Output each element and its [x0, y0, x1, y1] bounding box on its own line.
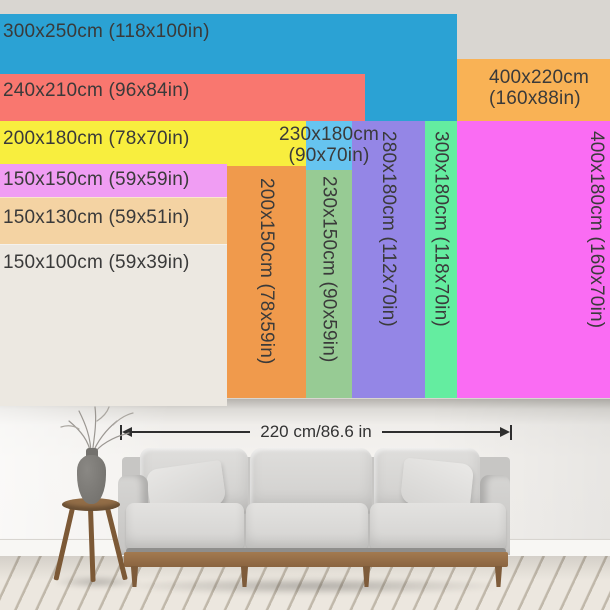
vase-neck	[86, 448, 98, 458]
sofa	[0, 399, 610, 610]
rug-size-panel: 300x250cm (118x100in) 240x210cm (96x84in…	[0, 14, 610, 406]
rug-400x220cm: 400x220cm (160x88in)	[457, 59, 610, 129]
rug-label: 150x100cm (59x39in)	[3, 252, 190, 273]
measure-line-left	[132, 431, 251, 433]
arrow-right-icon	[500, 427, 511, 437]
rug-200x150cm: 200x150cm (78x59in)	[227, 166, 306, 398]
room-scene: 220 cm/86.6 in	[0, 399, 610, 610]
measure-end-tick-left	[120, 424, 122, 440]
measure-line-right	[381, 431, 501, 433]
rug-label: 150x150cm (59x59in)	[3, 169, 190, 190]
rug-label: 300x250cm (118x100in)	[3, 21, 210, 42]
sofa-shadow	[118, 577, 510, 595]
sofa-leg	[494, 566, 503, 587]
rug-label-line1: 400x220cm	[489, 67, 590, 88]
sofa-wood-rail	[124, 552, 508, 567]
vase	[77, 455, 106, 504]
sofa-seat-cushion-middle	[246, 503, 368, 551]
sofa-leg	[362, 566, 371, 587]
rug-label-line2: (160x88in)	[489, 88, 581, 109]
rug-label: 300x180cm (118x70in)	[430, 131, 452, 327]
dry-branches	[60, 406, 134, 456]
rug-label-line1: 230x180cm	[278, 124, 380, 145]
arrow-left-icon	[122, 427, 132, 437]
rug-230x150cm: 230x150cm (90x59in)	[306, 170, 352, 398]
sofa-leg	[130, 566, 139, 587]
rug-280x180cm: 280x180cm (112x70in)	[352, 121, 425, 398]
side-table-shadow	[52, 575, 142, 589]
rug-label: 240x210cm (96x84in)	[3, 80, 190, 101]
rug-label-line2: (90x70in)	[288, 145, 370, 166]
rug-label: 200x150cm (78x59in)	[256, 178, 277, 365]
rug-label: 230x180cm (90x70in)	[279, 124, 379, 166]
rug-300x180cm: 300x180cm (118x70in)	[425, 121, 457, 398]
rug-label: 200x180cm (78x70in)	[3, 128, 190, 149]
sofa-underseat-shadow	[126, 548, 506, 554]
sofa-leg	[240, 566, 249, 587]
rug-label: 280x180cm (112x70in)	[378, 131, 399, 327]
measure-end-tick-right	[510, 424, 513, 440]
side-table-top	[62, 498, 120, 511]
rug-150x150cm: 150x150cm (59x59in)	[0, 164, 227, 202]
wood-floor	[0, 556, 610, 610]
rug-240x210cm: 240x210cm (96x84in)	[0, 74, 365, 127]
sofa-seat-cushion-left	[126, 503, 244, 551]
sofa-seat-cushion-right	[370, 503, 506, 551]
rug-label: 400x180cm (160x70in)	[586, 131, 607, 329]
rug-230x180cm: 230x180cm (90x70in)	[279, 121, 379, 170]
rug-150x100cm: 150x100cm (59x39in)	[0, 244, 227, 406]
measurement-label: 220 cm/86.6 in	[260, 422, 372, 441]
rug-200x180cm: 200x180cm (78x70in)	[0, 121, 306, 171]
sofa-width-measurement: 220 cm/86.6 in	[120, 422, 513, 441]
rug-400x180cm: 400x180cm (160x70in)	[457, 121, 610, 398]
rug-label: 150x130cm (59x51in)	[3, 207, 190, 228]
rug-label: 230x150cm (90x59in)	[318, 176, 340, 363]
